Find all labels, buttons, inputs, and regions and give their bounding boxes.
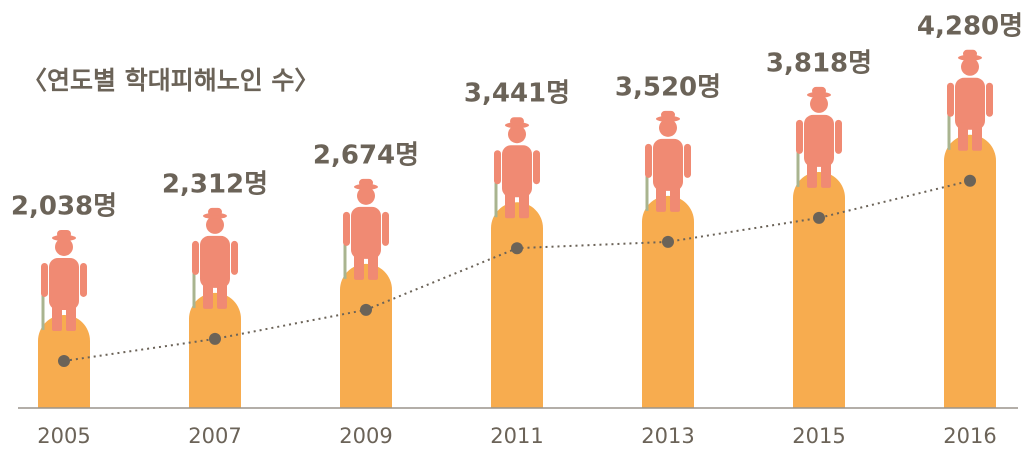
person-icon bbox=[192, 207, 238, 309]
leg bbox=[807, 159, 817, 188]
leg bbox=[958, 122, 968, 151]
person-icon bbox=[645, 110, 691, 212]
x-tick-label: 2011 bbox=[490, 424, 543, 448]
hat-top bbox=[359, 178, 373, 187]
x-tick-label: 2013 bbox=[641, 424, 694, 448]
bar bbox=[944, 134, 996, 409]
head bbox=[659, 118, 677, 137]
head bbox=[357, 186, 375, 205]
body bbox=[804, 114, 834, 167]
person-icon bbox=[796, 86, 842, 188]
body bbox=[200, 235, 230, 288]
head bbox=[810, 94, 828, 113]
arm bbox=[947, 82, 954, 117]
person-icon bbox=[343, 178, 389, 280]
arm bbox=[343, 211, 350, 246]
arm bbox=[382, 211, 389, 246]
arm bbox=[796, 119, 803, 154]
x-tick-label: 2007 bbox=[188, 424, 241, 448]
trend-dot bbox=[964, 174, 976, 187]
value-label: 2,312명 bbox=[162, 169, 268, 199]
body bbox=[955, 77, 985, 130]
arm bbox=[494, 150, 501, 185]
trend-dot bbox=[813, 211, 825, 224]
head bbox=[961, 57, 979, 76]
hat-top bbox=[661, 110, 675, 119]
arm bbox=[684, 143, 691, 178]
arm bbox=[41, 262, 48, 297]
x-tick-label: 2009 bbox=[339, 424, 392, 448]
hat-top bbox=[208, 207, 222, 216]
body bbox=[502, 145, 532, 198]
trend-dot bbox=[58, 354, 70, 367]
person-icon bbox=[494, 117, 540, 219]
bar bbox=[189, 292, 241, 408]
arm bbox=[533, 150, 540, 185]
value-label: 3,818명 bbox=[766, 48, 872, 78]
value-label: 3,441명 bbox=[464, 79, 570, 109]
hat-top bbox=[812, 86, 826, 95]
trend-dot bbox=[360, 303, 372, 316]
bar bbox=[340, 263, 392, 408]
arm bbox=[986, 82, 993, 117]
bar bbox=[491, 202, 543, 408]
bar bbox=[793, 171, 845, 408]
chart-title: 〈연도별 학대피해노인 수〉 bbox=[22, 66, 319, 95]
head bbox=[55, 237, 73, 256]
value-label: 4,280명 bbox=[917, 11, 1023, 41]
arm bbox=[80, 262, 87, 297]
x-tick-label: 2005 bbox=[37, 424, 90, 448]
leg bbox=[66, 302, 76, 331]
arm bbox=[231, 240, 238, 275]
value-label: 2,674명 bbox=[313, 140, 419, 170]
leg bbox=[519, 190, 529, 219]
value-label: 2,038명 bbox=[11, 191, 117, 221]
arm bbox=[192, 240, 199, 275]
leg bbox=[217, 280, 227, 309]
arm bbox=[645, 143, 652, 178]
body bbox=[653, 138, 683, 191]
head bbox=[508, 125, 526, 144]
leg bbox=[203, 280, 213, 309]
bar bbox=[642, 195, 694, 408]
leg bbox=[656, 183, 666, 212]
x-tick-label: 2015 bbox=[792, 424, 845, 448]
hat-top bbox=[510, 117, 524, 126]
leg bbox=[670, 183, 680, 212]
leg bbox=[972, 122, 982, 151]
trend-dot bbox=[662, 235, 674, 248]
hat-top bbox=[963, 49, 977, 58]
trend-dot bbox=[209, 332, 221, 345]
body bbox=[351, 206, 381, 259]
person-icon bbox=[947, 49, 993, 151]
trend-dot bbox=[511, 242, 523, 255]
leg bbox=[821, 159, 831, 188]
leg bbox=[368, 251, 378, 280]
arm bbox=[835, 119, 842, 154]
body bbox=[49, 257, 79, 310]
hat-top bbox=[57, 229, 71, 238]
leg bbox=[52, 302, 62, 331]
value-label: 3,520명 bbox=[615, 72, 721, 102]
leg bbox=[505, 190, 515, 219]
person-icon bbox=[41, 229, 87, 331]
leg bbox=[354, 251, 364, 280]
x-tick-label: 2016 bbox=[943, 424, 996, 448]
head bbox=[206, 215, 224, 234]
